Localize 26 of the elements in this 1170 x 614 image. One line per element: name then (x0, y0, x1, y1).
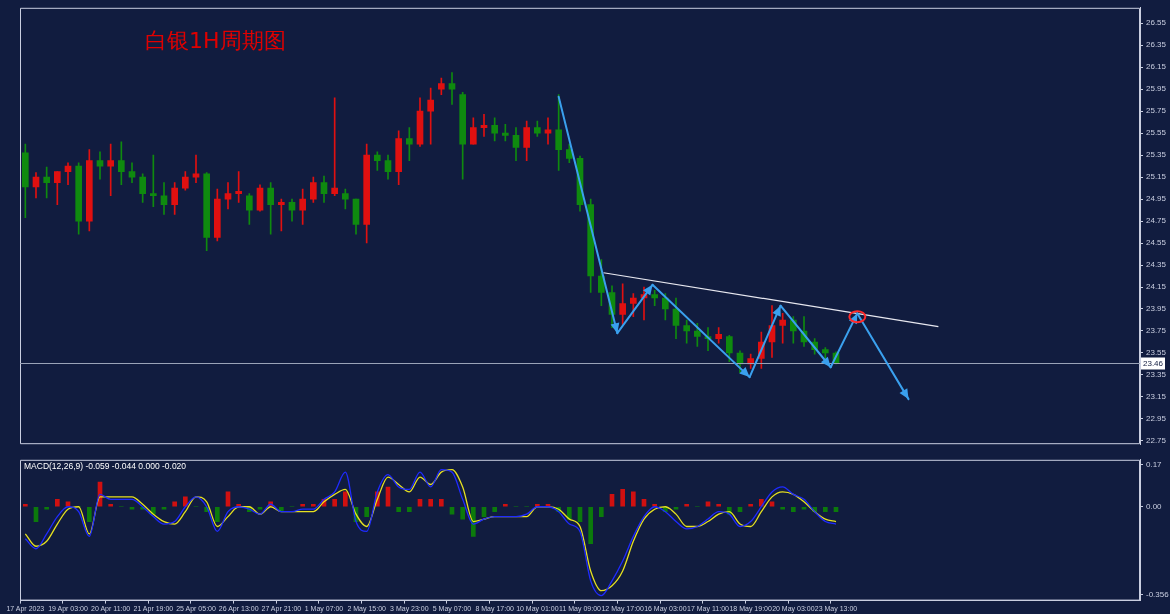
y-tick-label: 0.00 (1146, 501, 1163, 511)
y-tick-label: 25.35 (1146, 150, 1167, 160)
y-tick-label: 23.35 (1146, 370, 1167, 380)
y-tick-label: 23.55 (1146, 348, 1167, 358)
y-tick-label: 25.95 (1146, 84, 1167, 94)
y-tick-label: -0.356 (1146, 589, 1170, 599)
y-tick-label: 26.35 (1146, 40, 1167, 50)
y-tick-label: 23.95 (1146, 304, 1167, 314)
y-tick-label: 26.55 (1146, 18, 1167, 28)
y-tick-label: 22.75 (1146, 436, 1167, 446)
y-tick-label: 0.17 (1146, 459, 1163, 469)
y-tick-label: 24.75 (1146, 216, 1167, 226)
y-tick-label: 23.75 (1146, 326, 1167, 336)
y-tick-label: 22.95 (1146, 414, 1167, 424)
y-tick-label: 25.15 (1146, 172, 1167, 182)
y-tick-label: 25.55 (1146, 128, 1167, 138)
y-tick-label: 24.95 (1146, 194, 1167, 204)
y-tick-label: 25.75 (1146, 106, 1167, 116)
y-tick-label: 26.15 (1146, 62, 1167, 72)
y-tick-label: 24.35 (1146, 260, 1167, 270)
y-tick-label: 24.15 (1146, 282, 1167, 292)
y-tick-label: 23.15 (1146, 392, 1167, 402)
ref-line-label: 23.46 (1143, 358, 1164, 368)
text: 白银1H周期图 (145, 27, 286, 53)
y-tick-label: 24.55 (1146, 238, 1167, 248)
chart-title: MACD(12,26,9) -0.059 -0.044 0.000 -0.020 (24, 460, 187, 471)
